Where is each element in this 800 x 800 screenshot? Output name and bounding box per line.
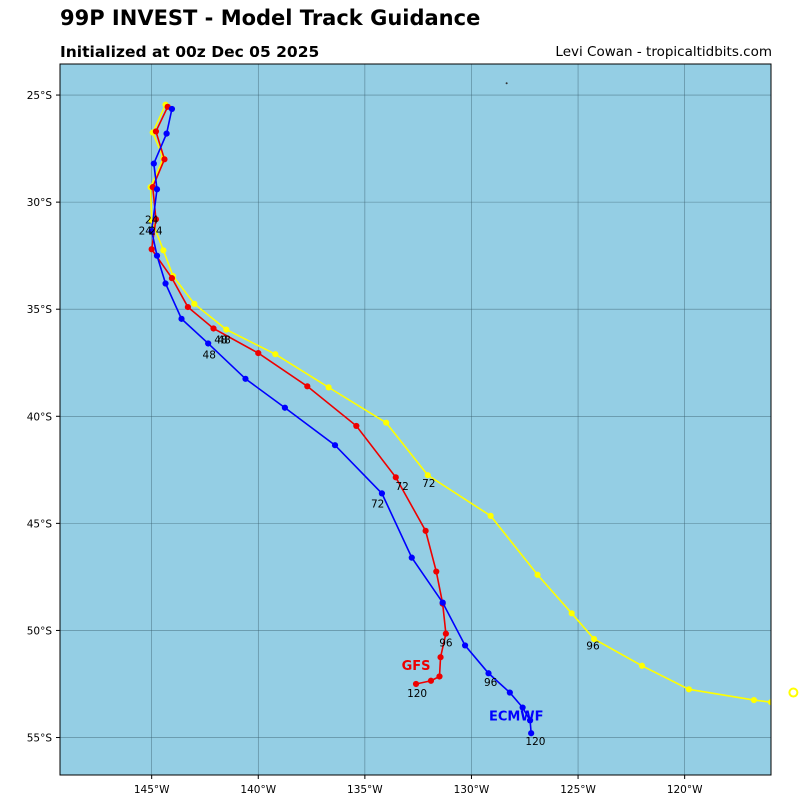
lat-tick-label: 55°S <box>27 733 53 745</box>
ecmwf-hour-label: 72 <box>371 498 384 510</box>
ukmet-track-point <box>487 512 494 519</box>
lon-tick-label: 140°W <box>240 784 276 796</box>
lat-tick-label: 40°S <box>27 411 53 423</box>
ukmet-track-point <box>272 351 279 358</box>
ecmwf-track-point <box>519 704 526 711</box>
ukmet-track-point <box>325 384 332 391</box>
ukmet-hour-label: 96 <box>586 641 600 653</box>
ecmwf-track-point <box>408 554 415 561</box>
gfs-hour-label: 96 <box>439 638 453 650</box>
ukmet-track-point <box>638 662 646 669</box>
ecmwf-hour-label: 48 <box>203 349 216 361</box>
ukmet-track-point <box>191 300 198 307</box>
lon-tick-label: 130°W <box>454 784 490 796</box>
ukmet-track-point <box>590 635 598 643</box>
gfs-track-point <box>436 673 443 680</box>
init-time-subtitle: Initialized at 00z Dec 05 2025 <box>60 43 320 61</box>
axis-ticks: 145°W 140°W 135°W 130°W 125°W 120°W 25°S 30°S 35… <box>27 90 703 796</box>
ecmwf-hour-label: 24 <box>139 225 153 237</box>
gfs-track-point <box>210 325 217 332</box>
ecmwf-track-point <box>528 730 535 737</box>
ukmet-hour-label: 72 <box>422 478 435 490</box>
ecmwf-track-point <box>162 280 169 287</box>
lat-tick-label: 50°S <box>27 625 53 637</box>
lat-tick-label: 35°S <box>27 304 53 316</box>
gfs-track-point <box>353 422 360 430</box>
ecmwf-track-point <box>526 717 534 724</box>
gfs-track-point <box>152 128 160 135</box>
ecmwf-track-point <box>461 642 469 649</box>
ecmwf-track-point <box>242 375 249 382</box>
ecmwf-track-point <box>506 689 513 696</box>
model-tracks <box>147 82 771 737</box>
ecmwf-model-label: ECMWF <box>489 709 544 724</box>
gfs-track-point <box>255 350 262 357</box>
ecmwf-track-point <box>205 340 212 347</box>
ukmet-hour-label: 24 <box>149 225 163 237</box>
ecmwf-track-point <box>150 160 157 167</box>
ecmwf-track-point <box>153 186 161 193</box>
lon-tick-label: 145°W <box>134 784 170 796</box>
gfs-hour-label: 72 <box>395 481 408 493</box>
gfs-track-point <box>442 630 449 637</box>
ecmwf-track-point <box>163 130 170 137</box>
gfs-track-point <box>392 474 399 481</box>
gfs-track-point <box>148 246 155 253</box>
ocean-background <box>60 64 771 775</box>
ukmet-track-point <box>767 699 771 706</box>
gfs-track-point <box>412 680 420 688</box>
lon-tick-label: 125°W <box>560 784 596 796</box>
ecmwf-track-point <box>153 252 161 259</box>
lon-tick-label: 120°W <box>667 784 703 796</box>
ecmwf-track-point <box>168 105 176 113</box>
credit-text: Levi Cowan - tropicaltidbits.com <box>555 44 772 60</box>
ukmet-track-point <box>383 419 390 426</box>
graticule <box>60 64 771 775</box>
gfs-track-point <box>433 568 440 575</box>
lon-tick-label: 135°W <box>347 784 383 796</box>
ukmet-track-point <box>568 610 575 617</box>
page-title: 99P INVEST - Model Track Guidance <box>60 6 481 30</box>
ecmwf-track-point <box>331 442 339 449</box>
gfs-model-label: GFS <box>402 659 431 674</box>
ukmet-offmap-marker <box>788 687 799 698</box>
ecmwf-track-point <box>281 404 289 411</box>
ukmet-hour-label: 48 <box>217 334 230 346</box>
ecmwf-track-point <box>485 670 492 677</box>
ukmet-track-point <box>424 472 431 479</box>
ecmwf-hour-label: 120 <box>525 736 545 748</box>
ukmet-track-point <box>160 247 167 254</box>
gfs-track-point <box>152 216 160 223</box>
gfs-track-point <box>304 383 311 390</box>
island-dot <box>505 82 508 85</box>
ukmet-track-point <box>685 686 693 693</box>
gfs-track-point <box>168 275 176 282</box>
gfs-track-point <box>184 303 192 311</box>
ecmwf-track-point <box>148 227 155 235</box>
gfs-track-point <box>427 677 435 684</box>
ukmet-track-point <box>750 696 758 704</box>
gfs-track-point <box>437 654 444 661</box>
gfs-hour-label: 48 <box>214 334 227 346</box>
ecmwf-hour-label: 96 <box>484 677 498 689</box>
map-frame <box>59 63 772 776</box>
model-labels: ECMWF GFS <box>402 659 799 724</box>
ecmwf-track-point <box>439 599 446 606</box>
gfs-hour-label: 24 <box>145 215 159 227</box>
gfs-hour-label: 120 <box>407 688 427 700</box>
gfs-track-point <box>161 156 168 163</box>
ukmet-track-point <box>223 326 230 333</box>
ecmwf-track-point <box>178 315 185 322</box>
lat-tick-label: 25°S <box>27 90 53 102</box>
ukmet-track-point <box>534 571 541 578</box>
ecmwf-track-point <box>378 490 386 497</box>
lat-tick-label: 45°S <box>27 518 53 530</box>
gfs-track-point <box>422 527 429 534</box>
lat-tick-label: 30°S <box>27 197 53 209</box>
